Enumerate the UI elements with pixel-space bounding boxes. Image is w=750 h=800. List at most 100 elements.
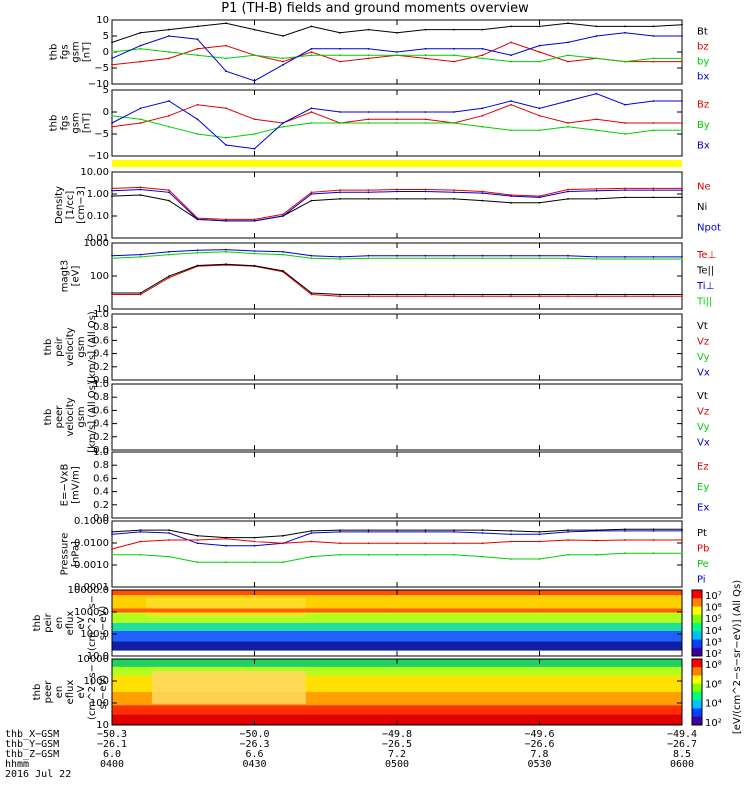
y-tick-label: 0 — [103, 107, 109, 118]
y-axis-label-line: thb — [43, 409, 54, 426]
footer-value: −26.3 — [239, 739, 269, 750]
data-point — [424, 190, 427, 193]
data-point — [310, 54, 313, 57]
data-point — [396, 188, 398, 191]
y-tick-label: 0.0 — [93, 445, 109, 456]
data-point — [453, 47, 455, 50]
data-point — [652, 256, 655, 258]
data-point — [139, 122, 142, 124]
data-point — [624, 528, 626, 531]
y-axis-label-line: thb — [32, 684, 43, 701]
data-point — [253, 536, 256, 539]
data-point — [168, 250, 170, 253]
data-point — [453, 553, 455, 556]
data-point — [624, 187, 626, 190]
y-tick-label: −10 — [88, 79, 109, 90]
data-point — [282, 215, 284, 217]
data-point — [310, 25, 313, 28]
y-tick-label: 0.2 — [93, 362, 109, 373]
colorbar-segment — [692, 692, 702, 701]
y-tick-label: 0.8 — [93, 322, 109, 333]
colorbar-tick-label: 10⁶ — [705, 679, 722, 690]
data-point — [424, 54, 427, 57]
spectrogram-peak-band — [112, 608, 682, 613]
legend-entry: Pt — [697, 528, 707, 539]
data-point — [424, 188, 427, 191]
data-point — [453, 60, 455, 63]
data-point — [652, 258, 655, 260]
y-tick-label: 1000 — [84, 676, 109, 687]
data-point — [624, 293, 626, 296]
legend-entry: Bx — [697, 141, 710, 152]
data-point — [681, 256, 683, 258]
data-point — [567, 293, 569, 296]
data-point — [510, 257, 512, 260]
colorbar-segment — [692, 614, 702, 624]
panel-frame — [111, 313, 683, 381]
y-axis-label: magt3 [eV] — [60, 260, 82, 293]
data-point — [538, 254, 541, 257]
data-point — [481, 293, 484, 296]
data-point — [567, 22, 569, 25]
data-point — [624, 256, 626, 258]
data-point — [481, 107, 484, 110]
data-point — [538, 114, 541, 117]
data-point — [339, 258, 341, 260]
data-point — [111, 533, 113, 536]
data-point — [225, 561, 227, 564]
y-axis-label: thb peir en eflux eV (cm^2−s− sr−eV) — [32, 595, 109, 651]
series-line-Te⊥ — [112, 264, 682, 297]
data-point — [510, 540, 512, 543]
data-point — [253, 54, 256, 57]
y-tick-label: 0.2 — [93, 500, 109, 511]
data-point — [111, 257, 113, 260]
y-tick-label: 0.8 — [93, 392, 109, 403]
data-point — [139, 107, 142, 110]
data-point — [424, 257, 427, 260]
y-tick-label: 0.6 — [93, 335, 109, 346]
y-tick-label: 100.0 — [80, 629, 109, 640]
colorbar-label: [eV/(cm^2−s−sr−eV)] (All Qs) — [732, 580, 743, 734]
legend-entry: Ex — [697, 503, 709, 514]
y-axis-label-line: sr−eV) — [98, 675, 109, 710]
data-point — [367, 295, 370, 298]
data-point — [196, 118, 199, 121]
data-point — [225, 22, 227, 25]
y-axis-label: thb peir velocity gsm [km/s] (All Qs) — [43, 311, 98, 383]
colorbar-frame — [691, 658, 703, 726]
data-point — [510, 558, 512, 560]
data-point — [253, 118, 256, 121]
colorbar-tick-label: 10⁵ — [705, 614, 722, 625]
data-point — [196, 54, 199, 57]
data-point — [225, 537, 227, 540]
data-point — [111, 122, 113, 124]
y-axis-label-line: gsm — [71, 41, 82, 62]
series-line-Npot — [111, 188, 682, 222]
y-tick-label: 10.00 — [80, 167, 109, 178]
spectrogram-band — [112, 630, 682, 642]
data-point — [510, 293, 512, 296]
y-tick-label: −10 — [88, 151, 109, 162]
data-point — [481, 54, 484, 57]
data-point — [139, 256, 142, 258]
data-point — [567, 295, 569, 298]
data-point — [139, 293, 142, 296]
data-point — [139, 188, 142, 191]
data-point — [538, 25, 541, 28]
y-tick-label: 100 — [90, 271, 109, 282]
data-point — [453, 542, 455, 545]
data-point — [453, 257, 455, 260]
y-axis-label-line: E=−VxB — [60, 464, 71, 507]
data-point — [310, 191, 313, 194]
data-point — [510, 295, 512, 298]
legend-entry: by — [697, 57, 709, 68]
data-point — [567, 188, 569, 191]
data-point — [282, 542, 284, 545]
data-point — [624, 295, 626, 298]
data-point — [282, 60, 284, 63]
data-point — [624, 60, 626, 63]
data-point — [681, 552, 683, 555]
data-point — [681, 539, 683, 541]
y-axis-label-line: [eV] — [71, 266, 82, 287]
data-point — [481, 114, 484, 117]
